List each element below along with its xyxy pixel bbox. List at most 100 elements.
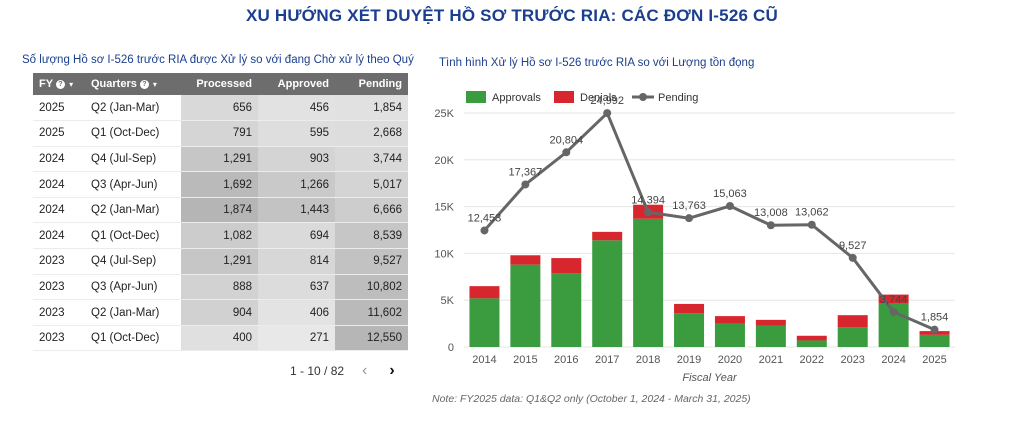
approvals-bar xyxy=(551,273,582,347)
pending-data-label: 13,008 xyxy=(754,207,788,219)
approvals-bar xyxy=(714,323,745,347)
table-row: 2025 Q1 (Oct-Dec) 791 595 2,668 xyxy=(33,120,408,147)
quarters-header-label: Quarters xyxy=(91,78,137,90)
approvals-bar xyxy=(469,298,500,347)
processed-cell: 1,874 xyxy=(181,197,258,224)
chevron-right-icon[interactable]: › xyxy=(389,362,395,379)
legend-swatch xyxy=(466,91,486,103)
quarter-cell: Q2 (Jan-Mar) xyxy=(85,197,181,224)
denials-bar xyxy=(592,231,623,241)
denials-bar xyxy=(714,316,745,324)
processed-cell: 400 xyxy=(181,325,258,352)
x-tick-label: 2023 xyxy=(840,354,864,366)
quarter-cell: Q1 (Oct-Dec) xyxy=(85,222,181,250)
pending-cell: 9,527 xyxy=(335,248,408,275)
fy-column-header[interactable]: FY? ▾ xyxy=(33,73,85,95)
approvals-bar xyxy=(796,340,827,347)
y-tick-label: 20K xyxy=(434,155,454,167)
chevron-left-icon[interactable]: ‹ xyxy=(362,362,368,379)
fy-cell: 2024 xyxy=(33,197,85,224)
denials-bar xyxy=(796,335,827,341)
quarter-cell: Q2 (Jan-Mar) xyxy=(85,95,181,122)
processed-column-header[interactable]: Processed xyxy=(181,73,258,95)
approvals-bar xyxy=(755,325,786,347)
denials-bar xyxy=(837,315,868,328)
approved-cell: 694 xyxy=(258,222,335,250)
pending-point xyxy=(480,226,489,235)
quarter-cell: Q2 (Jan-Mar) xyxy=(85,299,181,326)
pending-point xyxy=(521,180,530,189)
table-row: 2023 Q1 (Oct-Dec) 400 271 12,550 xyxy=(33,325,408,352)
pending-cell: 11,602 xyxy=(335,299,408,326)
x-tick-label: 2024 xyxy=(881,354,905,366)
legend-swatch xyxy=(554,91,574,103)
table-row: 2023 Q4 (Jul-Sep) 1,291 814 9,527 xyxy=(33,248,408,275)
x-tick-label: 2019 xyxy=(677,354,701,366)
approvals-bar xyxy=(674,313,705,347)
fy-cell: 2023 xyxy=(33,325,85,352)
legend-label: Pending xyxy=(658,92,698,104)
pending-point xyxy=(603,109,612,118)
pending-data-label: 13,062 xyxy=(795,207,829,219)
pending-data-label: 20,804 xyxy=(549,134,583,146)
denials-bar xyxy=(755,319,786,326)
fy-cell: 2024 xyxy=(33,146,85,173)
x-tick-label: 2014 xyxy=(472,354,496,366)
pending-data-label: 3,744 xyxy=(880,294,908,306)
x-axis-label: Fiscal Year xyxy=(682,372,738,384)
denials-bar xyxy=(469,286,500,299)
pending-line xyxy=(483,110,936,332)
caret-down-icon[interactable]: ▾ xyxy=(152,79,157,89)
quarter-cell: Q1 (Oct-Dec) xyxy=(85,120,181,147)
pending-data-label: 1,854 xyxy=(921,312,949,324)
table-row: 2023 Q2 (Jan-Mar) 904 406 11,602 xyxy=(33,299,408,326)
x-tick-label: 2021 xyxy=(759,354,783,366)
quarter-cell: Q4 (Jul-Sep) xyxy=(85,248,181,275)
approvals-bar xyxy=(592,240,623,347)
y-tick-label: 15K xyxy=(434,202,454,214)
pending-cell: 1,854 xyxy=(335,95,408,122)
approved-cell: 1,443 xyxy=(258,197,335,224)
pending-point xyxy=(725,202,734,211)
fy-cell: 2025 xyxy=(33,95,85,122)
y-tick-label: 5K xyxy=(441,295,455,307)
quarter-cell: Q4 (Jul-Sep) xyxy=(85,146,181,173)
processed-cell: 1,692 xyxy=(181,171,258,198)
denials-bar xyxy=(551,258,582,274)
x-tick-label: 2025 xyxy=(922,354,946,366)
approvals-bar xyxy=(837,327,868,347)
x-tick-label: 2020 xyxy=(718,354,742,366)
approved-cell: 637 xyxy=(258,274,335,301)
approved-cell: 1,266 xyxy=(258,171,335,198)
y-tick-label: 10K xyxy=(434,248,454,260)
pending-data-label: 12,453 xyxy=(468,212,502,224)
pending-data-label: 24,992 xyxy=(590,95,624,107)
fy-cell: 2023 xyxy=(33,274,85,301)
table-row: 2024 Q2 (Jan-Mar) 1,874 1,443 6,666 xyxy=(33,197,408,224)
pending-cell: 6,666 xyxy=(335,197,408,224)
pending-cell: 10,802 xyxy=(335,274,408,301)
pending-cell: 3,744 xyxy=(335,146,408,173)
x-tick-label: 2018 xyxy=(636,354,660,366)
legend-label: Approvals xyxy=(492,92,541,104)
table-title: Số lượng Hồ sơ I-526 trước RIA được Xử l… xyxy=(22,54,414,66)
fy-header-label: FY xyxy=(39,78,54,90)
pending-cell: 5,017 xyxy=(335,171,408,198)
quarters-column-header[interactable]: Quarters? ▾ xyxy=(85,73,181,95)
info-icon: ? xyxy=(139,79,149,89)
x-tick-label: 2017 xyxy=(595,354,619,366)
pending-point xyxy=(889,307,898,316)
denials-bar xyxy=(674,303,705,314)
x-tick-label: 2022 xyxy=(800,354,824,366)
pagination-label: 1 - 10 / 82 xyxy=(290,364,345,378)
denials-bar xyxy=(878,294,909,304)
caret-down-icon[interactable]: ▾ xyxy=(69,79,74,89)
approved-column-header[interactable]: Approved xyxy=(258,73,335,95)
pending-point xyxy=(562,148,571,157)
pending-column-header[interactable]: Pending xyxy=(335,73,408,95)
pending-cell: 8,539 xyxy=(335,222,408,250)
x-tick-label: 2016 xyxy=(554,354,578,366)
pending-cell: 2,668 xyxy=(335,120,408,147)
approved-cell: 595 xyxy=(258,120,335,147)
